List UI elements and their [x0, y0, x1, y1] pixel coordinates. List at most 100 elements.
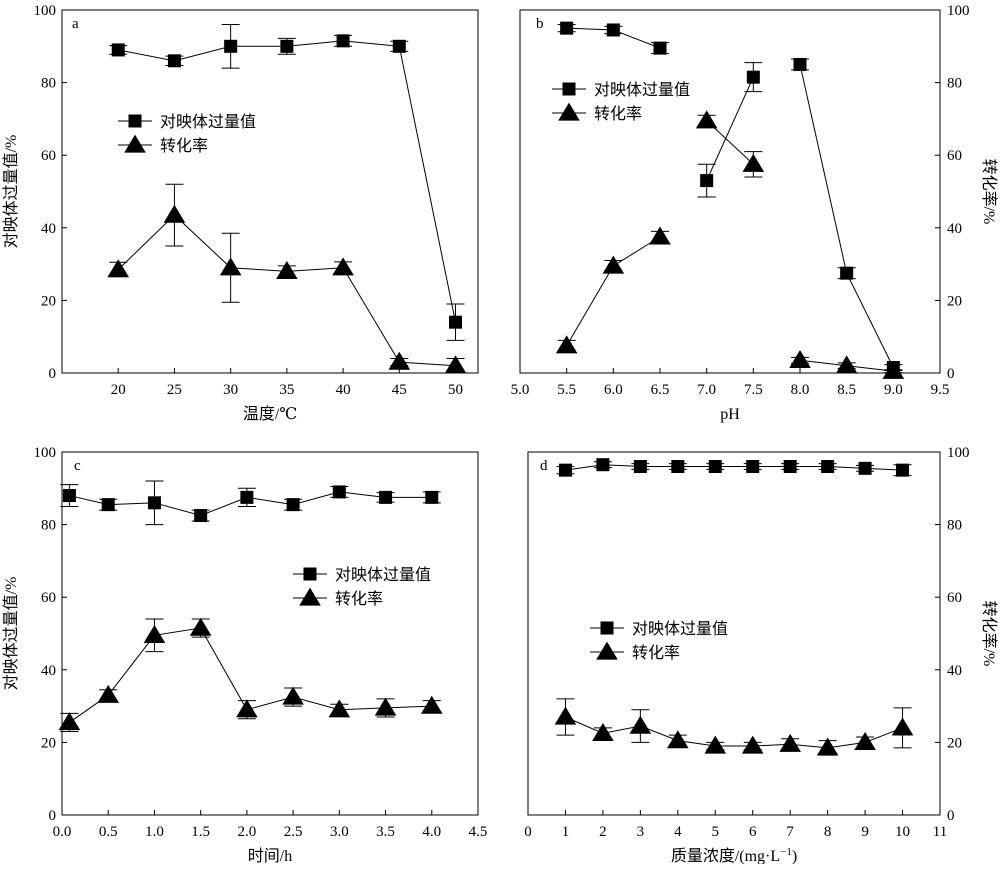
y-right-tick-label: 100: [947, 3, 970, 19]
data-point-triangle: [444, 355, 467, 374]
y-right-tick-label: 40: [947, 221, 962, 237]
data-point-triangle: [97, 684, 120, 703]
y-right-tick-label: 60: [947, 148, 962, 164]
plot-frame: [527, 451, 941, 816]
x-tick-label: 5.0: [511, 382, 530, 398]
data-point-triangle: [854, 732, 876, 751]
data-point-square: [379, 490, 393, 504]
legend-triangle-marker: [558, 102, 580, 121]
x-tick-label: 9: [861, 824, 869, 840]
x-tick-label: 1: [562, 824, 570, 840]
y-right-tick-label: 80: [947, 518, 962, 534]
data-point-square: [286, 498, 300, 512]
y-right-tick-label: 0: [947, 366, 955, 382]
data-point-square: [425, 490, 439, 504]
y-tick-label: 0: [49, 808, 57, 824]
x-tick-label: 4.0: [422, 824, 441, 840]
legend-square-marker: [562, 82, 576, 96]
data-point-square: [332, 485, 346, 499]
x-tick-label: 2.0: [238, 824, 257, 840]
x-axis-title-tail: ): [792, 848, 797, 864]
x-tick-label: 7.0: [697, 382, 716, 398]
legend-label: 对映体过量值: [632, 620, 728, 638]
data-point-triangle: [282, 686, 304, 705]
data-point-triangle: [554, 706, 577, 725]
x-tick-label: 0.0: [53, 824, 72, 840]
series-line: [565, 716, 903, 749]
y-right-axis-title: 转化率/%: [980, 601, 998, 667]
y-tick-label: 100: [34, 3, 57, 19]
data-point-square: [606, 23, 620, 37]
y-tick-label: 60: [41, 590, 56, 606]
panel-letter: d: [540, 458, 548, 474]
data-point-square: [896, 463, 910, 477]
panel-letter: c: [74, 458, 81, 474]
y-tick-label: 40: [41, 663, 56, 679]
data-point-square: [671, 460, 685, 474]
data-point-triangle: [332, 257, 354, 276]
x-tick-label: 25: [167, 382, 182, 398]
data-point-triangle: [667, 730, 689, 749]
data-point-triangle: [555, 335, 578, 354]
data-point-square: [783, 460, 797, 474]
plot-frame: [519, 9, 941, 374]
y-right-tick-label: 80: [947, 76, 962, 92]
y-tick-label: 40: [41, 221, 56, 237]
data-point-square: [560, 21, 574, 35]
data-point-triangle: [602, 255, 625, 274]
data-point-square: [167, 54, 181, 68]
data-point-triangle: [143, 624, 166, 643]
y-tick-label: 60: [41, 148, 56, 164]
x-tick-label: 0.5: [99, 824, 118, 840]
data-point-square: [746, 460, 760, 474]
legend-label: 对映体过量值: [594, 81, 690, 99]
data-point-triangle: [276, 261, 298, 280]
x-tick-label: 7.5: [744, 382, 763, 398]
data-point-square: [62, 489, 76, 503]
y-right-tick-label: 20: [947, 735, 962, 751]
data-point-square: [240, 490, 254, 504]
data-point-square: [147, 496, 161, 510]
x-tick-label: 40: [336, 382, 351, 398]
data-point-triangle: [58, 712, 81, 731]
data-point-square: [708, 460, 722, 474]
x-tick-label: 9.0: [884, 382, 903, 398]
legend-label: 转化率: [594, 105, 642, 123]
y-right-tick-label: 20: [947, 293, 962, 309]
x-axis-title: 质量浓度/(mg·L−1): [671, 846, 797, 864]
series-enantiomeric-excess: [60, 480, 441, 526]
x-tick-label: 8.0: [791, 382, 810, 398]
data-point-square: [596, 458, 610, 472]
y-right-tick-label: 0: [947, 808, 955, 824]
x-tick-label: 4.5: [469, 824, 488, 840]
legend-label: 转化率: [335, 590, 383, 608]
x-tick-label: 35: [279, 382, 294, 398]
data-point-triangle: [816, 737, 839, 756]
x-tick-label: 3: [637, 824, 645, 840]
x-tick-label: 6.5: [651, 382, 670, 398]
data-point-triangle: [219, 257, 242, 276]
data-point-square: [224, 39, 238, 53]
data-point-triangle: [882, 360, 905, 379]
data-point-square: [449, 315, 463, 329]
x-tick-label: 11: [933, 824, 947, 840]
y-axis-title: 对映体过量值/%: [2, 577, 20, 691]
x-tick-label: 0: [524, 824, 532, 840]
x-tick-label: 6.0: [604, 382, 623, 398]
data-point-square: [194, 509, 208, 523]
plot-frame: [61, 9, 479, 374]
panel-b: 5.0 5.5 6.0 6.5 7.0 7.5 8.0 8.5 9.0 9.50 20 40 60 80 1…: [511, 3, 998, 423]
data-point-square: [336, 34, 350, 48]
x-tick-label: 20: [111, 382, 126, 398]
data-point-triangle: [649, 226, 671, 245]
x-tick-label: 9.5: [931, 382, 950, 398]
y-tick-label: 80: [41, 518, 56, 534]
series-line: [706, 76, 754, 181]
x-tick-label: 5.5: [557, 382, 576, 398]
legend-square-marker: [600, 621, 614, 635]
data-point-square: [111, 43, 125, 57]
legend-triangle-marker: [124, 134, 146, 153]
